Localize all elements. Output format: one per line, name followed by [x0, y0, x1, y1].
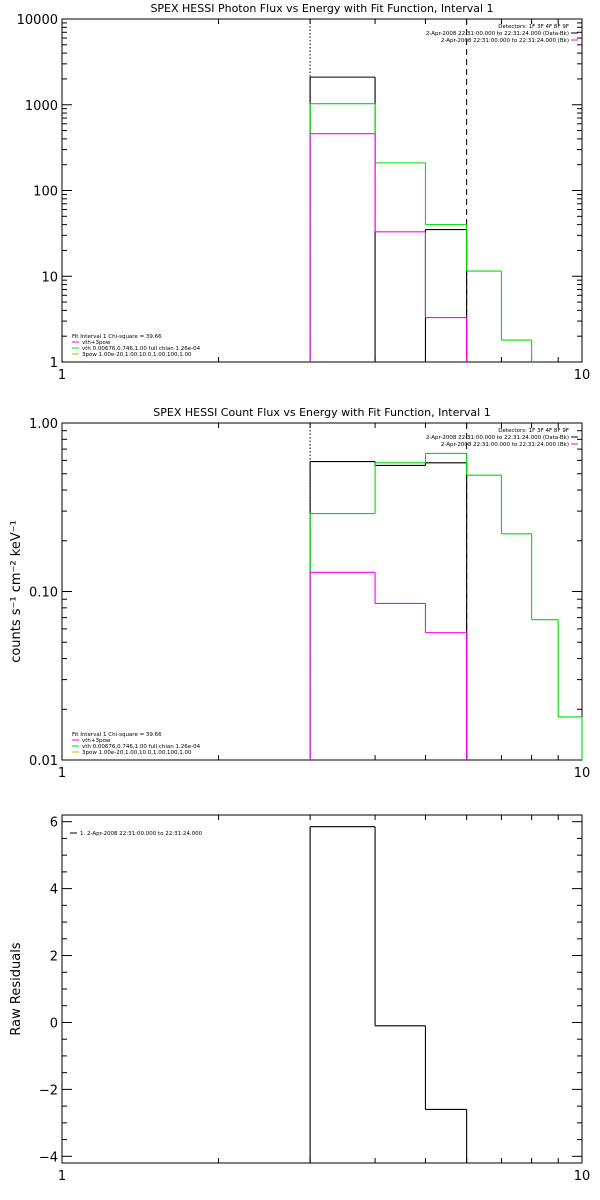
plot-panel-1: SPEX HESSI Photon Flux vs Energy with Fi… — [17, 2, 591, 383]
legend-top: 1. 2-Apr-2008 22:31:00.000 to 22:31:24.0… — [70, 831, 203, 837]
legend-heading: Detectors: 1F 3F 4F 8F 9F — [498, 24, 569, 30]
x-axis: 1 10 — [58, 423, 590, 781]
y-tick-label: 10 — [41, 270, 58, 285]
chart-title: SPEX HESSI Count Flux vs Energy with Fit… — [153, 406, 490, 419]
chart-title: SPEX HESSI Photon Flux vs Energy with Fi… — [150, 2, 493, 15]
y-tick-label: 4 — [50, 883, 58, 898]
series-3 — [309, 133, 468, 362]
x-tick-label: 10 — [574, 1169, 591, 1184]
y-axis-label: counts s⁻¹ cm⁻² keV⁻¹ — [9, 520, 24, 663]
y-axis: 1 10 100 1000 10000 — [17, 13, 582, 371]
legend-entry: vth 0.00676,0.746,1.00 full chian 1.26e-… — [82, 744, 201, 750]
x-axis: 1 10 — [58, 815, 590, 1184]
legend-heading: Detectors: 1F 3F 4F 8F 9F — [498, 428, 569, 434]
x-tick-label: 10 — [574, 368, 591, 383]
legend-entry: vth+3pow — [82, 738, 111, 744]
x-tick-label: 10 — [574, 766, 591, 781]
legend-entry: 2-Apr-2008 22:31:00.000 to 22:31:24.000 … — [426, 435, 569, 441]
y-tick-label: 1.00 — [29, 417, 58, 432]
axis-frame — [61, 422, 583, 761]
y-tick-label: 1 — [50, 356, 58, 371]
legend-bottom: Fit Interval 1 Chi-square = 39.66vth+3po… — [72, 732, 201, 756]
legend-entry: 3pow 1.00e-20,1.00,10.0,1.00,100,1.00 — [82, 750, 192, 756]
y-tick-label: 100 — [33, 185, 58, 200]
axis-frame — [61, 18, 583, 363]
y-tick-label: −2 — [39, 1083, 58, 1098]
series-3 — [309, 571, 468, 760]
plot-panel-3: 1 10 −4 −2 0 2 4 6 Raw Residuals 1. 2-Apr-2008 22… — [9, 814, 590, 1184]
legend-bottom: Fit Interval 1 Chi-square = 39.66vth+3po… — [72, 334, 201, 358]
y-tick-label: 10000 — [17, 13, 58, 28]
series-1 — [309, 76, 468, 362]
legend-entry: vth 0.00676,0.746,1.00 full chian 1.26e-… — [82, 346, 201, 352]
y-tick-label: 0.01 — [29, 754, 58, 769]
legend-top: Detectors: 1F 3F 4F 8F 9F2-Apr-2008 22:3… — [426, 428, 578, 448]
legend-entry: vth+3pow — [82, 340, 111, 346]
x-axis: 1 10 — [58, 19, 590, 383]
series-1 — [309, 461, 468, 760]
y-axis: −4 −2 0 2 4 6 — [39, 816, 582, 1165]
legend-entry: 3pow 1.00e-20,1.00,10.0,1.00,100,1.00 — [82, 352, 192, 358]
y-tick-label: 0.10 — [29, 586, 58, 601]
y-axis: 0.01 0.10 1.00 — [29, 417, 582, 769]
x-tick-label: 1 — [58, 368, 66, 383]
y-tick-label: 2 — [50, 950, 58, 965]
axis-frame — [61, 814, 583, 1164]
x-tick-label: 1 — [58, 766, 66, 781]
legend-heading: Fit Interval 1 Chi-square = 39.66 — [72, 334, 162, 340]
y-axis-label: Raw Residuals — [9, 942, 24, 1035]
y-tick-label: −4 — [39, 1150, 58, 1165]
legend-entry: 2-Apr-2008 22:31:00.000 to 22:31:24.000 … — [441, 442, 569, 448]
y-tick-label: 1000 — [25, 99, 58, 114]
series-2 — [309, 103, 533, 362]
plot-panel-2: SPEX HESSI Count Flux vs Energy with Fit… — [9, 406, 590, 781]
x-tick-label: 1 — [58, 1169, 66, 1184]
legend-entry: 2-Apr-2008 22:31:00.000 to 22:31:24.000 … — [441, 38, 569, 44]
series-2 — [309, 452, 583, 760]
legend-entry: 1. 2-Apr-2008 22:31:00.000 to 22:31:24.0… — [80, 831, 203, 837]
legend-entry: 2-Apr-2008 22:31:00.000 to 22:31:24.000 … — [426, 31, 569, 37]
y-tick-label: 0 — [50, 1016, 58, 1031]
legend-heading: Fit Interval 1 Chi-square = 39.66 — [72, 732, 162, 738]
legend-top: Detectors: 1F 3F 4F 8F 9F2-Apr-2008 22:3… — [426, 24, 578, 44]
y-tick-label: 6 — [50, 816, 58, 831]
series-1 — [309, 826, 468, 1163]
